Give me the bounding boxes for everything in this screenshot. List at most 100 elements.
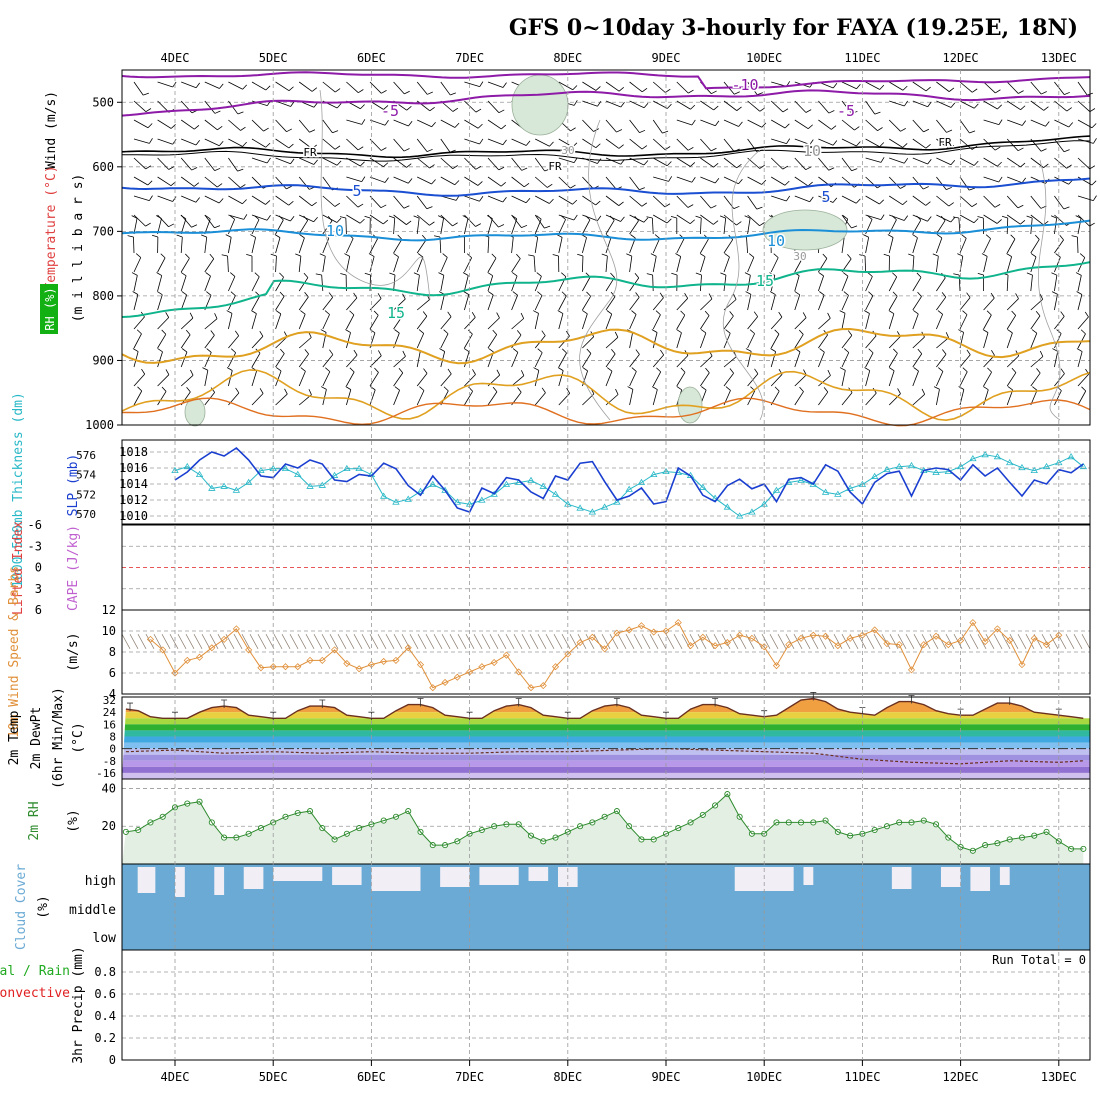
wind-barb: [1054, 195, 1065, 210]
wind-barb-flag: [259, 388, 264, 394]
wind-barb: [723, 218, 727, 235]
wind-barb: [298, 220, 309, 235]
wind-barb: [700, 355, 713, 368]
wind-barb-flag: [541, 330, 546, 336]
wind-barb: [393, 157, 407, 168]
wind-barb: [723, 275, 727, 292]
wind-barb: [180, 294, 188, 311]
wind-barb-flag: [969, 187, 975, 191]
wind-barb: [251, 393, 264, 406]
wind-barb: [1030, 333, 1038, 349]
wind-barb: [700, 256, 706, 273]
thickness-line-point: [257, 466, 265, 474]
wind-barb: [629, 119, 640, 133]
wind-barb-flag: [288, 201, 294, 206]
wind-barb-flag: [803, 369, 807, 376]
wind-barb-flag: [784, 180, 790, 186]
wind-barb-flag: [147, 123, 153, 129]
thickness-line-point: [723, 503, 732, 510]
wind-barb-flag: [168, 166, 175, 170]
wind-barb: [416, 157, 430, 169]
wind-barb-flag: [275, 367, 282, 372]
day-label-bottom: 6DEC: [357, 1070, 386, 1084]
wind-barb: [181, 138, 197, 146]
wind-barb-flag: [359, 161, 365, 167]
temp-minmax-bar: [712, 698, 719, 707]
wind-barb-flag: [720, 272, 727, 276]
temp-minmax-bar: [221, 699, 228, 709]
temp-band: [122, 760, 1090, 767]
wind-barb-flag: [601, 253, 608, 257]
wind-barb: [558, 313, 564, 330]
wind-barb-flag: [565, 330, 570, 337]
thickness-line-point: [208, 484, 216, 491]
wind-barb: [865, 370, 871, 387]
wind-barb-flag: [378, 350, 382, 356]
wind-barb-flag: [784, 123, 790, 129]
wind-barb: [794, 157, 807, 170]
thickness-line-point: [625, 485, 633, 492]
wind-barb-flag: [226, 310, 233, 314]
wind-barb-flag: [278, 215, 284, 221]
wind-barb-flag: [1080, 329, 1086, 335]
temp-minmax-bar: [613, 698, 620, 707]
wind-barb: [487, 237, 490, 254]
wind-barb: [416, 256, 424, 273]
wind-barb-mark: [505, 633, 515, 650]
wind-barb-flag: [981, 253, 988, 257]
wind-barb-flag: [533, 310, 539, 314]
wind-barb: [275, 219, 284, 235]
wind-barb-flag: [265, 142, 271, 148]
wind-barb-mark: [929, 633, 939, 650]
wind-barb: [770, 100, 784, 113]
wind-barb-flag: [193, 182, 200, 187]
wind-barb-flag: [705, 367, 710, 373]
wind-barb-flag: [243, 214, 248, 220]
wind-barb-mark: [233, 633, 243, 650]
wind-barb: [652, 371, 662, 387]
wind-barb-mark: [593, 633, 603, 650]
temp-band: [122, 730, 1090, 737]
wind-barb: [487, 100, 500, 113]
temp-tick-label: 32: [103, 694, 116, 707]
wind-barb-flag: [339, 216, 346, 219]
wind-barb-flag: [521, 167, 528, 171]
temp-minmax-bar: [417, 698, 424, 707]
wind-speed-line-point: [723, 638, 731, 647]
wind-barb-flag: [406, 163, 412, 168]
wind-barb: [369, 372, 379, 387]
wind-barb: [251, 313, 257, 330]
wind-speed-line-point: [502, 651, 510, 659]
wind-barb-flag: [450, 92, 456, 96]
wind-barb: [1077, 275, 1082, 292]
wind-barb-flag: [181, 348, 188, 353]
wind-barb: [487, 317, 500, 330]
day-label-bottom: 11DEC: [844, 1070, 880, 1084]
wind-barb-flag: [358, 89, 364, 94]
wind-barb-flag: [325, 367, 331, 372]
wind-barb-flag: [925, 86, 931, 92]
wind-barb: [936, 337, 949, 349]
wind-barb: [487, 391, 498, 406]
wind-barb: [1006, 275, 1009, 292]
wind-barb-flag: [1051, 291, 1058, 295]
wind-barb-mark: [873, 633, 883, 650]
wind-barb-flag: [205, 272, 211, 277]
wind-barb-flag: [240, 184, 246, 189]
temp-tick-label: 0: [109, 743, 116, 756]
wind-barb-flag: [311, 201, 317, 207]
contour-label: FR: [303, 146, 317, 159]
wind-barb: [959, 238, 967, 254]
wind-barb-flag: [1063, 206, 1070, 210]
contour-freezing: [121, 135, 1091, 159]
wind-barb-mark: [265, 633, 275, 650]
wind-barb: [393, 176, 409, 184]
wind-barb: [346, 354, 358, 368]
wind-barb-flag: [655, 310, 661, 316]
wind-barb-flag: [893, 348, 898, 354]
wind-barb-flag: [606, 310, 612, 315]
wind-barb: [652, 332, 658, 349]
wind-barb: [912, 237, 918, 254]
cloud-gap: [528, 867, 549, 881]
